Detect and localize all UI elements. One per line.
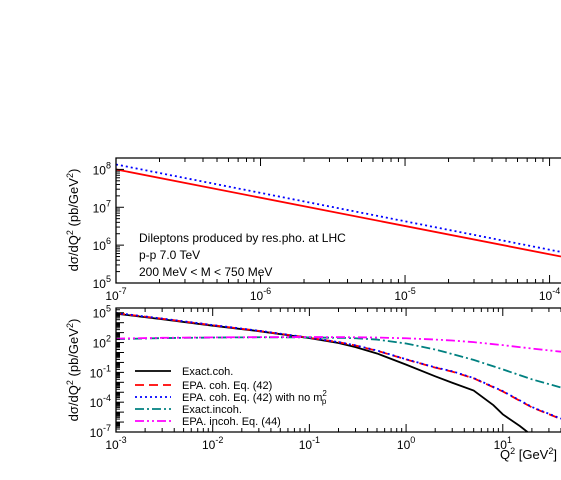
lower-series-line-2 (116, 312, 561, 420)
lower-x-tick-label: 10-1 (299, 435, 320, 452)
upper-x-tick-label: 10-5 (394, 286, 415, 303)
upper-series-line-0 (116, 168, 561, 258)
lower-y-axis-label: dσ/dQ2 (pb/GeV2) (65, 319, 81, 422)
annotation-line-2: p-p 7.0 TeV (139, 248, 200, 262)
legend: Exact.coh. EPA. coh. Eq. (42) EPA. coh. … (135, 366, 327, 428)
lower-x-tick-label: 100 (397, 435, 415, 452)
upper-y-tick-label: 105 (93, 274, 111, 291)
annotation-line-3: 200 MeV < M < 750 MeV (139, 265, 272, 279)
lower-x-tick-label: 101 (494, 435, 512, 452)
legend-label-exact-coh: Exact.coh. (182, 366, 233, 378)
lower-x-axis-label: Q2 [GeV2] (500, 446, 557, 462)
lower-panel: 10-3 10-2 10-1 100 101 10-7 10-4 10-1 102 105 dσ/… (65, 304, 561, 462)
lower-y-tick-label: 10-1 (90, 363, 111, 380)
upper-frame (115, 157, 561, 284)
legend-label-exact-incoh: Exact.incoh. (182, 404, 242, 416)
lower-y-tick-label: 10-4 (90, 393, 111, 410)
upper-y-axis-label: dσ/dQ2 (pb/GeV2) (65, 169, 81, 272)
lower-y-tick-label: 102 (93, 334, 111, 351)
annotation-line-1: Dileptons produced by res.pho. at LHC (139, 231, 346, 245)
lower-y-tick-label: 10-7 (90, 423, 111, 440)
legend-label-epa-coh: EPA. coh. Eq. (42) (182, 380, 272, 392)
lower-series-line-4 (116, 336, 561, 353)
lower-x-tick-label: 10-3 (105, 435, 126, 452)
lower-series-line-3 (116, 336, 561, 389)
upper-x-tick-label: 10-6 (250, 286, 271, 303)
upper-series-line-1 (116, 163, 561, 253)
legend-label-epa-coh-no-mp: EPA. coh. Eq. (42) with no m2 p (182, 389, 327, 406)
upper-y-tick-label: 106 (93, 236, 111, 253)
lower-series-line-0 (116, 312, 529, 432)
lower-x-tick-label: 10-2 (202, 435, 223, 452)
upper-y-tick-label: 108 (93, 160, 111, 177)
lower-y-tick-label: 105 (93, 304, 111, 321)
upper-x-tick-label: 10-7 (105, 286, 126, 303)
upper-y-tick-label: 107 (93, 198, 111, 215)
legend-label-epa-incoh: EPA. incoh. Eq. (44) (182, 416, 281, 428)
upper-x-tick-label: 10-4 (539, 286, 560, 303)
upper-panel: 10-7 10-6 10-5 10-4 105 106 107 108 Dileptons p… (65, 157, 561, 303)
